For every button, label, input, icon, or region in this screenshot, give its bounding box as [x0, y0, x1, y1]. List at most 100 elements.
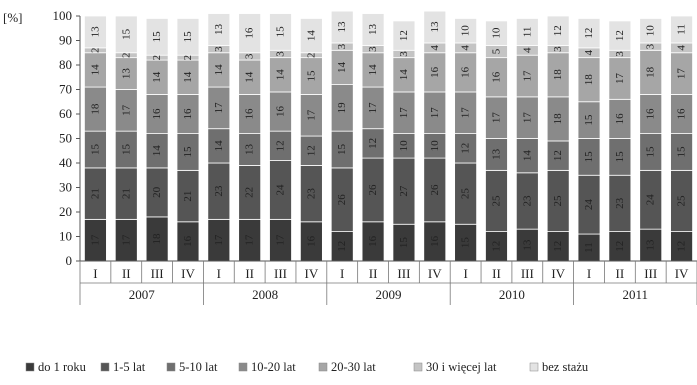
y-tick-label: 10: [59, 229, 72, 244]
bar-value-label: 15: [120, 28, 132, 40]
bar-value-label: 13: [336, 21, 348, 33]
legend-label: 20-30 lat: [331, 360, 376, 374]
bar-value-label: 17: [429, 107, 441, 119]
year-label: 2008: [252, 287, 278, 302]
bar-value-label: 3: [213, 46, 225, 52]
bar-value-label: 12: [552, 25, 564, 36]
bar-value-label: 16: [429, 66, 441, 78]
bar-value-label: 10: [398, 140, 410, 152]
bar-value-label: 13: [429, 21, 441, 33]
bar-value-label: 12: [583, 28, 595, 39]
bar-value-label: 13: [244, 144, 256, 156]
bar-value-label: 21: [120, 188, 132, 199]
bar-value-label: 12: [614, 30, 626, 41]
bar-value-label: 16: [429, 235, 441, 247]
bar-value-label: 25: [552, 195, 564, 207]
bar-value-label: 13: [490, 148, 502, 160]
bar-value-label: 14: [305, 30, 317, 42]
bar-value-label: 17: [305, 109, 317, 121]
legend-label: 5-10 lat: [179, 360, 218, 374]
bar-value-label: 4: [429, 45, 441, 51]
bar-value-label: 16: [244, 108, 256, 120]
bar-value-label: 17: [89, 234, 101, 246]
x-tick-label: I: [217, 266, 221, 281]
y-tick-label: 60: [59, 106, 72, 121]
x-tick-label: II: [245, 266, 254, 281]
bar-value-label: 12: [552, 150, 564, 161]
x-tick-label: IV: [675, 266, 689, 281]
bar-value-label: 27: [398, 185, 410, 197]
bar-value-label: 10: [460, 25, 472, 37]
y-tick-label: 30: [59, 180, 72, 195]
bar-value-label: 13: [213, 23, 225, 34]
bar-value-label: 24: [583, 199, 595, 211]
bar-segment: [145, 18, 169, 56]
bar-value-label: 12: [614, 241, 626, 252]
bar-value-label: 17: [521, 70, 533, 82]
bar-segment: [485, 20, 508, 46]
x-tick-label: I: [587, 266, 591, 281]
bar-value-label: 17: [213, 234, 225, 246]
y-tick-label: 70: [59, 82, 72, 97]
bar-value-label: 23: [213, 185, 225, 197]
bar-segment: [207, 13, 231, 46]
bar-value-label: 15: [89, 144, 101, 156]
bar-value-label: 13: [645, 239, 657, 251]
x-tick-label: III: [274, 266, 287, 281]
x-tick-label: IV: [181, 266, 195, 281]
bar-value-label: 23: [521, 195, 533, 207]
bar-value-label: 18: [552, 69, 564, 81]
bar-value-label: 16: [151, 108, 163, 120]
bar-value-label: 3: [552, 46, 564, 52]
bar-value-label: 3: [275, 51, 287, 57]
bar-value-label: 16: [182, 235, 194, 247]
bar-segment: [299, 18, 323, 54]
bar-value-label: 10: [645, 25, 657, 37]
y-tick-label: 90: [59, 33, 72, 48]
bar-value-label: 2: [151, 55, 163, 61]
bar-value-label: 2: [182, 55, 194, 61]
bar-value-label: 17: [120, 234, 132, 246]
bar-value-label: 11: [521, 27, 533, 38]
bar-value-label: 2: [120, 52, 132, 58]
legend-label: 10-20 lat: [251, 360, 296, 374]
bar-value-label: 16: [367, 235, 379, 247]
bar-value-label: 15: [182, 31, 194, 43]
bar-segment: [670, 15, 693, 44]
bar-value-label: 26: [367, 184, 379, 196]
bar-value-label: 12: [275, 140, 287, 151]
bar-value-label: 4: [460, 45, 472, 51]
bar-segment: [238, 13, 262, 54]
bar-value-label: 17: [213, 102, 225, 114]
bar-value-label: 3: [367, 46, 379, 52]
bar-value-label: 3: [614, 51, 626, 57]
bar-value-label: 16: [305, 235, 317, 247]
bar-value-label: 10: [490, 27, 502, 39]
bar-segment: [546, 15, 570, 46]
bar-value-label: 17: [120, 104, 132, 116]
bar-value-label: 16: [676, 108, 688, 120]
bar-value-label: 16: [244, 27, 256, 39]
bar-value-label: 13: [89, 26, 101, 38]
x-tick-label: I: [340, 266, 344, 281]
bar-value-label: 3: [336, 43, 348, 49]
bar-value-label: 11: [676, 24, 688, 35]
bar-value-label: 2: [89, 48, 101, 54]
bar-value-label: 16: [490, 71, 502, 83]
bar-value-label: 16: [460, 66, 472, 78]
x-tick-label: II: [616, 266, 625, 281]
y-tick-label: 50: [59, 131, 72, 146]
bar-value-label: 12: [676, 241, 688, 252]
bar-value-label: 18: [583, 74, 595, 86]
x-tick-label: IV: [305, 266, 319, 281]
x-tick-label: IV: [551, 266, 565, 281]
bar-value-label: 17: [244, 234, 256, 246]
bar-value-label: 16: [275, 106, 287, 118]
bar-value-label: 12: [490, 241, 502, 252]
bar-value-label: 23: [614, 197, 626, 209]
bar-value-label: 14: [213, 64, 225, 76]
legend-label: 1-5 lat: [113, 360, 146, 374]
legend-swatch: [413, 362, 423, 372]
